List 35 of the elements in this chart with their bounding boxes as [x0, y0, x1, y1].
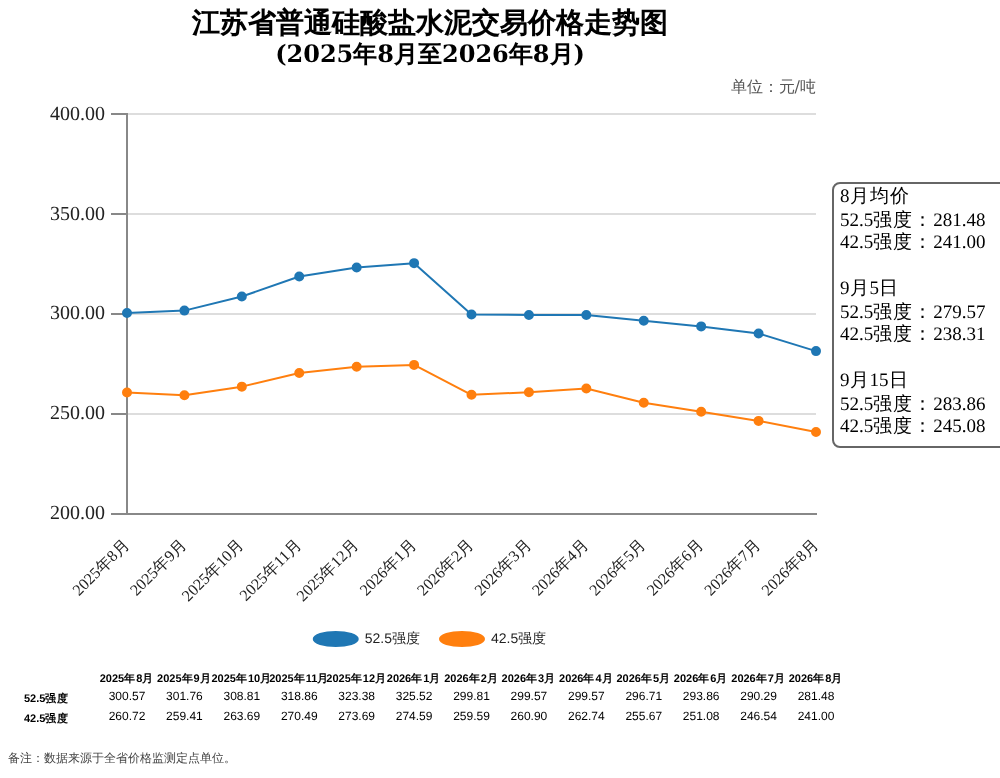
point — [581, 309, 592, 320]
point — [179, 305, 190, 316]
point — [179, 390, 190, 401]
point — [351, 361, 362, 372]
point — [466, 389, 477, 400]
chart-title: 江苏省普通硅酸盐水泥交易价格走势图 — [190, 6, 668, 41]
point — [811, 426, 821, 437]
y-tick-label: 250.00 — [50, 403, 105, 426]
chart-subtitle: (2025年8月至2026年8月) — [275, 40, 585, 69]
point — [811, 346, 821, 357]
point — [753, 328, 764, 339]
point — [236, 291, 247, 302]
text: 单位：元/吨 — [730, 76, 816, 98]
point — [638, 315, 649, 326]
point — [409, 258, 420, 269]
point — [409, 359, 420, 370]
y-tick-label: 300.00 — [50, 303, 105, 326]
point — [523, 309, 534, 320]
text: 8月均价 52.5强度：281.48 42.5强度：241.00 9月5日 52.5强度：279.57 42.5强度：238.31 9月15日 52.5强度：283.86 42.5强度：245.08 — [840, 188, 986, 438]
point — [122, 387, 132, 398]
point — [351, 262, 362, 273]
point — [523, 387, 534, 398]
y-tick-label: 200.00 — [50, 503, 105, 526]
point — [753, 415, 764, 426]
point — [236, 381, 247, 392]
point — [122, 307, 132, 318]
point — [294, 271, 305, 282]
y-tick-label: 400.00 — [50, 103, 105, 126]
point — [638, 397, 649, 408]
point — [696, 406, 707, 417]
point — [466, 309, 477, 320]
point — [581, 383, 592, 394]
y-tick-label: 350.00 — [50, 203, 105, 226]
point — [696, 321, 707, 332]
point — [294, 368, 305, 379]
